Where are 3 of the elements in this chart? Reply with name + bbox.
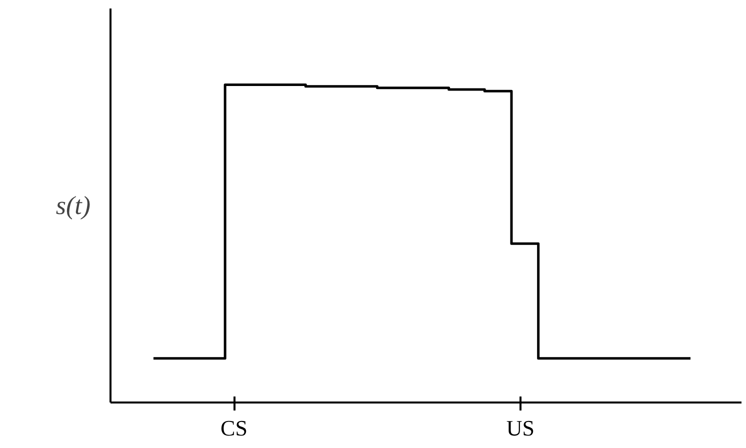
- x-tick-label: CS: [220, 416, 248, 440]
- x-tick-label: US: [506, 416, 534, 440]
- y-axis-title: s(t): [56, 191, 91, 220]
